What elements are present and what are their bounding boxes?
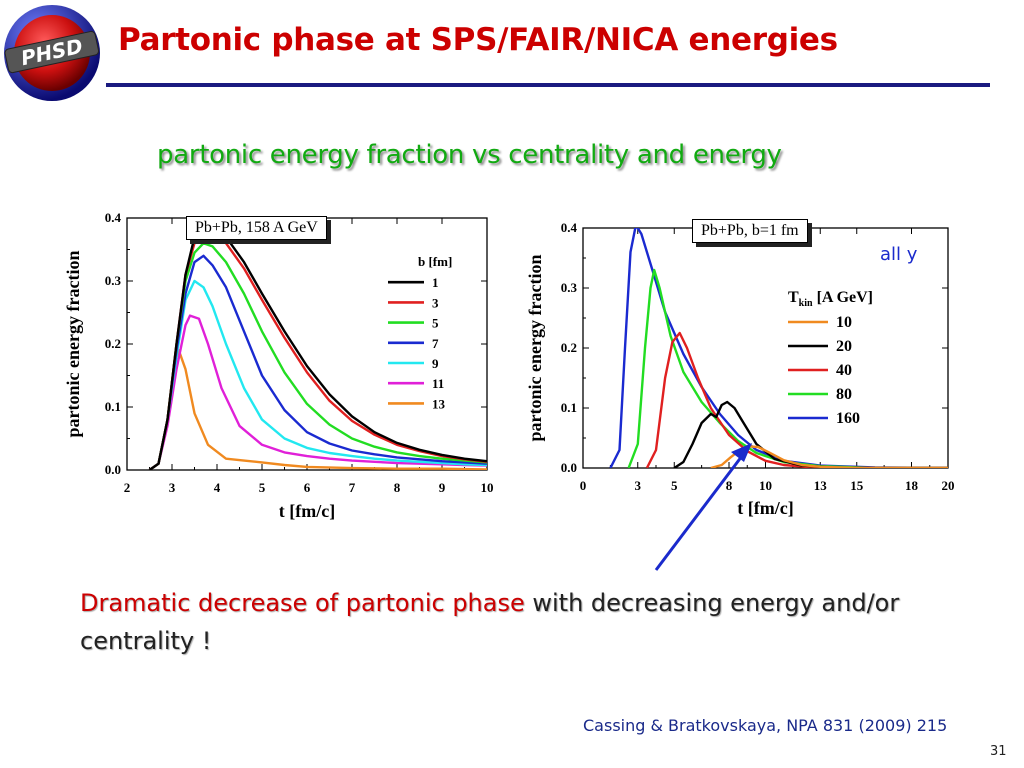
x-tick-label: 15 xyxy=(850,478,864,493)
x-tick-label: 0 xyxy=(580,478,587,493)
y-tick-label: 0.2 xyxy=(105,336,121,351)
y-axis-label: partonic energy fraction xyxy=(525,255,545,442)
x-tick-label: 3 xyxy=(169,480,176,495)
phsd-logo: PHSD xyxy=(4,5,100,101)
chart-2-box-label: Pb+Pb, b=1 fm xyxy=(692,219,808,243)
series-line-20 xyxy=(673,400,948,468)
legend-label-160: 160 xyxy=(836,410,860,427)
y-tick-label: 0.1 xyxy=(561,400,577,415)
slide-title: Partonic phase at SPS/FAIR/NICA energies xyxy=(118,22,838,58)
x-tick-label: 7 xyxy=(349,480,356,495)
legend-label-10: 10 xyxy=(836,314,852,331)
citation: Cassing & Bratkovskaya, NPA 831 (2009) 2… xyxy=(583,716,948,735)
series-line-10 xyxy=(710,445,948,468)
series-group xyxy=(148,218,487,470)
y-tick-label: 0.3 xyxy=(105,273,122,288)
conclusion-rest: with decreasing energy and/or centrality… xyxy=(80,589,900,655)
x-tick-label: 5 xyxy=(259,480,266,495)
legend-label-5: 5 xyxy=(432,316,439,331)
chart-1: 2 3 4 5 6 7 8 9 10 0.0 0.1 0.2 0.3 0.4 t [fm/c] partoni… xyxy=(63,210,494,521)
x-tick-label: 8 xyxy=(394,480,401,495)
x-tick-label: 20 xyxy=(942,478,955,493)
legend-label-1: 1 xyxy=(432,275,439,290)
series-group xyxy=(609,228,948,468)
x-tick-label: 4 xyxy=(214,480,221,495)
title-underline xyxy=(106,83,990,87)
x-tick-label: 13 xyxy=(814,478,828,493)
legend-label-20: 20 xyxy=(836,338,852,355)
conclusion-statement: Dramatic decrease of partonic phase with… xyxy=(80,584,960,660)
y-tick-label: 0.2 xyxy=(561,340,577,355)
page-number: 31 xyxy=(990,744,1007,759)
x-tick-label: 5 xyxy=(671,478,678,493)
legend-label-40: 40 xyxy=(836,362,852,379)
chart-1-box-label: Pb+Pb, 158 A GeV xyxy=(186,216,327,240)
series-line-40 xyxy=(645,331,948,468)
legend-label-3: 3 xyxy=(432,295,439,310)
legend: Tkin [A GeV] 10 20 40 80 160 xyxy=(788,289,873,427)
legend-title: b [fm] xyxy=(418,254,452,269)
x-tick-label: 3 xyxy=(635,478,642,493)
arrow-head xyxy=(731,443,752,462)
x-tick-label: 10 xyxy=(481,480,494,495)
y-axis-label: partonic energy fraction xyxy=(63,251,83,438)
series-line-11 xyxy=(148,314,487,470)
y-tick-label: 0.3 xyxy=(561,280,578,295)
pointer-arrow xyxy=(654,443,752,571)
legend-label-11: 11 xyxy=(432,376,444,391)
x-tick-label: 9 xyxy=(439,480,446,495)
y-tick-label: 0.0 xyxy=(105,462,121,477)
legend-label-80: 80 xyxy=(836,386,852,403)
slide-subtitle: partonic energy fraction vs centrality a… xyxy=(157,140,782,170)
y-tick-label: 0.1 xyxy=(105,399,121,414)
x-tick-label: 8 xyxy=(726,478,733,493)
legend-label-9: 9 xyxy=(432,356,439,371)
conclusion-highlight: Dramatic decrease of partonic phase xyxy=(80,589,525,617)
legend-label-7: 7 xyxy=(432,336,439,351)
arrow-shaft xyxy=(654,451,747,571)
x-tick-label: 2 xyxy=(124,480,131,495)
chart-2: 0 3 5 8 10 13 15 18 20 0.0 0.1 0.2 0.3 0.4 t [fm/c] par… xyxy=(525,220,955,518)
x-axis-label: t [fm/c] xyxy=(737,498,793,518)
y-tick-label: 0.0 xyxy=(561,460,577,475)
x-axis-label: t [fm/c] xyxy=(279,501,335,521)
x-tick-label: 18 xyxy=(905,478,919,493)
y-tick-label: 0.4 xyxy=(561,220,578,235)
legend-label-13: 13 xyxy=(432,396,446,411)
y-tick-label: 0.4 xyxy=(105,210,122,225)
chart-2-annotation: all y xyxy=(880,244,918,265)
series-line-1 xyxy=(148,218,487,470)
x-tick-label: 10 xyxy=(759,478,772,493)
legend-title: Tkin [A GeV] xyxy=(788,289,873,309)
x-tick-label: 6 xyxy=(304,480,311,495)
